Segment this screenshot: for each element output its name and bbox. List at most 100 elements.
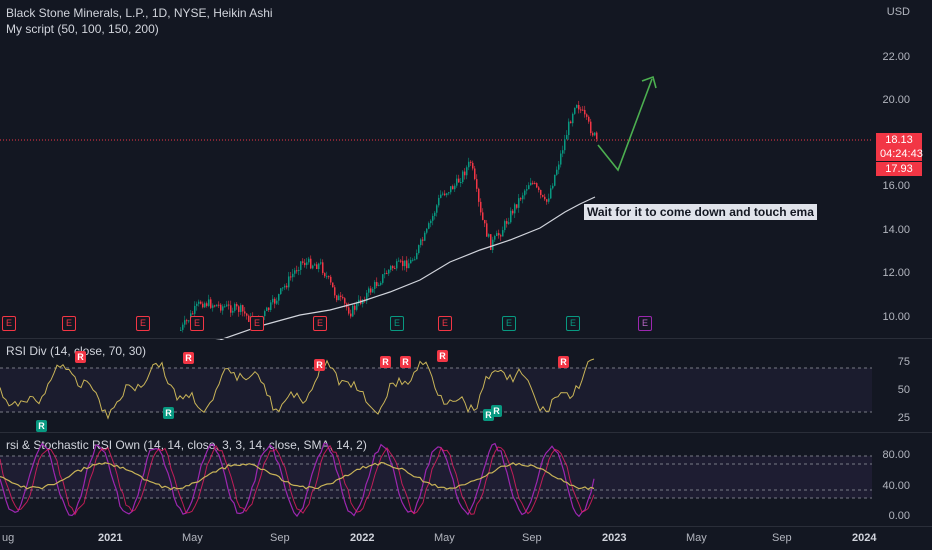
- earnings-event-icon[interactable]: E: [250, 316, 264, 331]
- candle-body: [476, 179, 478, 189]
- price-chart[interactable]: [0, 0, 872, 340]
- bear-div-marker: R: [380, 356, 391, 368]
- candle-body: [368, 288, 370, 293]
- earnings-event-icon[interactable]: E: [2, 316, 16, 331]
- candle-body: [314, 264, 316, 266]
- candle-body: [444, 193, 446, 196]
- pane-separator[interactable]: [0, 338, 932, 339]
- candle-body: [402, 260, 404, 267]
- candle-body: [562, 150, 564, 154]
- candle-body: [488, 234, 490, 237]
- candle-body: [202, 303, 204, 308]
- earnings-event-icon[interactable]: E: [62, 316, 76, 331]
- last-price-tag: 18.13: [876, 133, 922, 147]
- candle-body: [228, 304, 230, 306]
- candle-body: [552, 185, 554, 189]
- candle-body: [452, 186, 454, 190]
- time-label: 2021: [98, 532, 123, 544]
- candle-body: [328, 276, 330, 278]
- candle-body: [530, 182, 532, 186]
- candle-body: [376, 282, 378, 286]
- candle-body: [514, 204, 516, 214]
- candle-body: [500, 235, 502, 237]
- candle-body: [234, 304, 236, 311]
- candle-body: [480, 201, 482, 213]
- candle-body: [490, 234, 492, 250]
- earnings-event-icon[interactable]: E: [136, 316, 150, 331]
- candle-body: [484, 219, 486, 224]
- candle-body: [274, 298, 276, 304]
- candle-body: [242, 305, 244, 312]
- candle-body: [238, 306, 240, 312]
- candle-body: [410, 260, 412, 264]
- candle-body: [268, 307, 270, 310]
- candle-body: [498, 233, 500, 236]
- candle-body: [336, 295, 338, 301]
- bull-div-marker: R: [163, 407, 174, 419]
- candle-body: [284, 285, 286, 288]
- projection-arrow-head: [641, 75, 657, 89]
- candle-body: [436, 205, 438, 213]
- candle-body: [312, 265, 314, 269]
- candle-body: [366, 292, 368, 302]
- candle-body: [432, 215, 434, 221]
- candle-body: [270, 302, 272, 310]
- candle-body: [304, 262, 306, 266]
- earnings-event-icon[interactable]: E: [390, 316, 404, 331]
- candle-body: [544, 196, 546, 200]
- price-tick-14: 14.00: [882, 224, 910, 236]
- candle-body: [230, 305, 232, 313]
- stoch-title[interactable]: rsi & Stochastic RSI Own (14, 14, close,…: [6, 438, 367, 452]
- candle-body: [560, 153, 562, 165]
- future-earnings-event-icon[interactable]: E: [638, 316, 652, 331]
- candle-body: [434, 212, 436, 216]
- time-label: 2024: [852, 532, 877, 544]
- symbol-title[interactable]: Black Stone Minerals, L.P., 1D, NYSE, He…: [6, 6, 273, 20]
- candle-body: [300, 261, 302, 270]
- earnings-event-icon[interactable]: E: [190, 316, 204, 331]
- candle-body: [400, 260, 402, 262]
- candle-body: [382, 274, 384, 283]
- candle-body: [582, 109, 584, 111]
- candle-body: [394, 268, 396, 270]
- candle-body: [470, 161, 472, 163]
- candle-body: [226, 304, 228, 307]
- earnings-event-icon[interactable]: E: [502, 316, 516, 331]
- candle-body: [386, 273, 388, 275]
- candle-body: [392, 266, 394, 269]
- candle-body: [426, 228, 428, 233]
- candle-body: [546, 199, 548, 202]
- candle-body: [194, 305, 196, 314]
- candle-body: [468, 161, 470, 168]
- currency-label: USD: [886, 6, 910, 18]
- candle-body: [316, 264, 318, 269]
- candle-body: [352, 305, 354, 317]
- bull-div-marker: R: [491, 405, 502, 417]
- candle-body: [528, 185, 530, 190]
- candle-body: [188, 320, 190, 322]
- candle-body: [212, 305, 214, 308]
- candle-body: [208, 299, 210, 306]
- stoch-d-line: [0, 444, 595, 516]
- rsi-tick-50: 50: [897, 384, 910, 396]
- pane-separator[interactable]: [0, 432, 932, 433]
- indicator-title[interactable]: My script (50, 100, 150, 200): [6, 22, 159, 36]
- stoch-chart[interactable]: [0, 434, 872, 526]
- stoch-tick-0: 0.00: [888, 510, 910, 522]
- candle-body: [210, 299, 212, 308]
- candle-body: [220, 304, 222, 311]
- candle-body: [384, 273, 386, 275]
- candle-body: [534, 183, 536, 185]
- time-label: May: [182, 532, 203, 544]
- annotation-note[interactable]: Wait for it to come down and touch ema: [584, 204, 817, 220]
- earnings-event-icon[interactable]: E: [438, 316, 452, 331]
- time-label: Sep: [522, 532, 542, 544]
- rsi-chart[interactable]: [0, 340, 872, 432]
- earnings-event-icon[interactable]: E: [566, 316, 580, 331]
- bull-div-marker: R: [483, 409, 494, 421]
- candle-body: [474, 168, 476, 180]
- earnings-event-icon[interactable]: E: [313, 316, 327, 331]
- bear-div-marker: R: [400, 356, 411, 368]
- candle-body: [344, 298, 346, 304]
- candle-body: [330, 276, 332, 283]
